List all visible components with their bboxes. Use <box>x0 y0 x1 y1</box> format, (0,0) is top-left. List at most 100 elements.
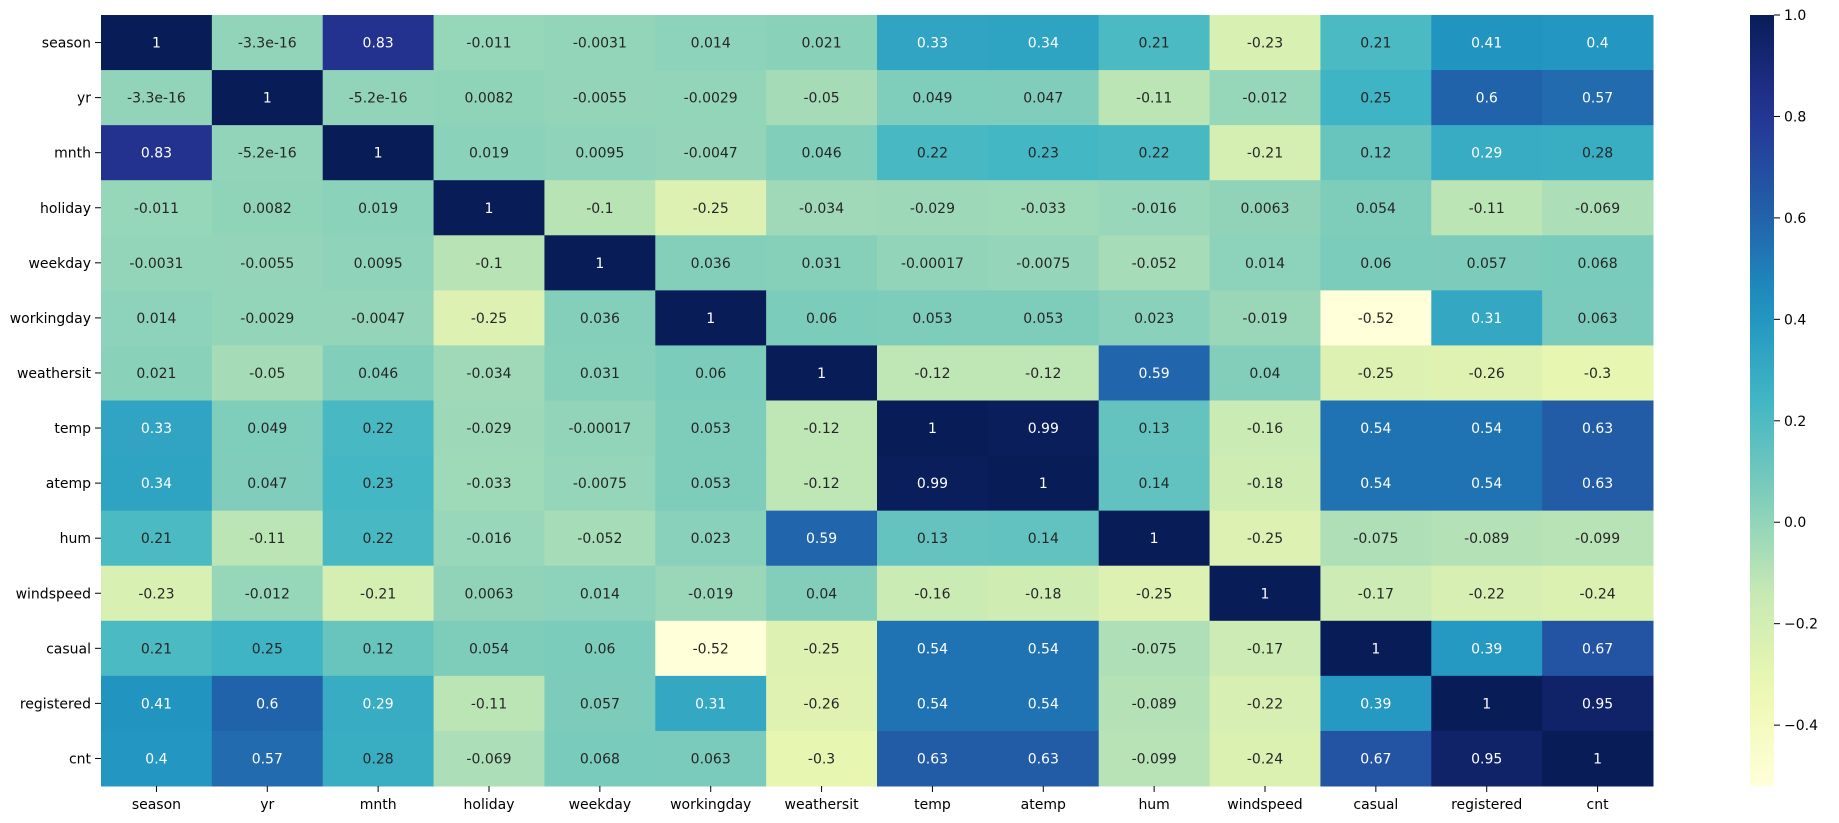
heatmap-cell-weathersit-casual <box>1320 345 1432 401</box>
cell-label: 0.54 <box>917 641 948 657</box>
cell-label: 0.053 <box>1023 311 1063 327</box>
heatmap-cell-windspeed-registered <box>1431 565 1543 622</box>
heatmap-cell-mnth-atemp <box>987 125 1100 181</box>
cell-label: -0.3 <box>808 751 835 767</box>
cell-label: 0.04 <box>1249 366 1280 382</box>
cell-label: -0.16 <box>914 586 950 602</box>
heatmap-cell-weathersit-temp <box>877 345 989 401</box>
heatmap-cell-atemp-holiday <box>433 455 545 512</box>
heatmap-cell-atemp-cnt <box>1542 455 1654 512</box>
cell-label: 0.053 <box>691 476 731 492</box>
heatmap-cell-casual-workingday <box>655 620 767 677</box>
cell-label: -0.089 <box>1464 531 1509 547</box>
cell-label: -0.099 <box>1132 751 1177 767</box>
heatmap-cell-temp-holiday <box>433 400 545 457</box>
heatmap-cell-atemp-weekday <box>544 455 656 512</box>
heatmap-cell-mnth-casual <box>1320 125 1432 181</box>
cell-label: -0.052 <box>577 531 622 547</box>
cell-label: -0.069 <box>466 751 511 767</box>
cell-label: 0.06 <box>695 366 726 382</box>
colorbar-tick-label: 0.6 <box>1784 211 1806 227</box>
y-tick-label: casual <box>46 641 91 657</box>
heatmap-cell-yr-holiday <box>433 70 545 126</box>
heatmap-cell-workingday-mnth <box>322 290 435 346</box>
cell-label: 1 <box>706 311 715 327</box>
cell-label: 0.83 <box>141 146 172 162</box>
heatmap-cell-hum-weathersit <box>766 510 878 567</box>
heatmap-cell-holiday-mnth <box>322 180 435 236</box>
heatmap-cell-weekday-weekday <box>544 235 656 291</box>
heatmap-cell-windspeed-weekday <box>544 565 656 622</box>
heatmap-cell-yr-registered <box>1431 70 1543 126</box>
cell-label: -0.11 <box>1136 91 1172 107</box>
y-tick-label: temp <box>54 421 91 437</box>
heatmap-cell-atemp-hum <box>1098 455 1211 512</box>
heatmap-cell-weekday-windspeed <box>1209 235 1321 291</box>
cell-label: 0.21 <box>1139 36 1170 52</box>
heatmap-cell-temp-weathersit <box>766 400 878 457</box>
cell-label: 0.63 <box>1582 476 1613 492</box>
heatmap-cell-casual-holiday <box>433 620 545 677</box>
y-tick-label: atemp <box>46 476 91 492</box>
cell-label: -0.16 <box>1247 421 1283 437</box>
cell-label: 0.06 <box>806 311 837 327</box>
heatmap-cell-weathersit-season <box>101 345 213 401</box>
heatmap-cell-temp-workingday <box>655 400 767 457</box>
cell-label: 0.0095 <box>354 256 403 272</box>
heatmap-cell-mnth-mnth <box>322 125 435 181</box>
cell-label: -0.00017 <box>568 421 631 437</box>
heatmap-cell-mnth-windspeed <box>1209 125 1321 181</box>
heatmap-cell-temp-hum <box>1098 400 1211 457</box>
cell-label: 0.057 <box>580 696 620 712</box>
x-tick-label: registered <box>1451 797 1522 813</box>
heatmap-cell-weekday-cnt <box>1542 235 1654 291</box>
heatmap-cell-workingday-casual <box>1320 290 1432 346</box>
cell-label: -0.11 <box>471 696 507 712</box>
cell-label: 0.83 <box>363 36 394 52</box>
cell-label: 0.25 <box>1360 91 1391 107</box>
colorbar-gradient <box>1750 15 1774 786</box>
cell-label: 0.57 <box>1582 91 1613 107</box>
heatmap-cell-weathersit-workingday <box>655 345 767 401</box>
heatmap-cell-windspeed-weathersit <box>766 565 878 622</box>
cell-label: 0.023 <box>1134 311 1174 327</box>
cell-label: -0.17 <box>1247 641 1283 657</box>
cell-label: 0.014 <box>136 311 176 327</box>
heatmap-cell-atemp-season <box>101 455 213 512</box>
colorbar-tick-label: −0.2 <box>1784 617 1818 633</box>
y-tick-label: weathersit <box>17 366 92 382</box>
heatmap-cell-atemp-windspeed <box>1209 455 1321 512</box>
cell-label: 1 <box>1261 586 1270 602</box>
cell-label: -0.0029 <box>240 311 294 327</box>
cell-label: 0.049 <box>247 421 287 437</box>
cell-label: 0.99 <box>1028 421 1059 437</box>
cell-label: 0.14 <box>1028 531 1059 547</box>
heatmap-cell-casual-weathersit <box>766 620 878 677</box>
heatmap-cell-temp-mnth <box>322 400 435 457</box>
cell-label: -0.069 <box>1575 201 1620 217</box>
cell-label: 1 <box>485 201 494 217</box>
heatmap-cell-windspeed-atemp <box>987 565 1100 622</box>
cell-label: 0.59 <box>1139 366 1170 382</box>
cell-label: 0.13 <box>917 531 948 547</box>
heatmap-cell-holiday-holiday <box>433 180 545 236</box>
cell-label: 0.0063 <box>465 586 514 602</box>
heatmap-cell-casual-season <box>101 620 213 677</box>
cell-label: -5.2e-16 <box>238 146 297 162</box>
cell-label: -0.22 <box>1469 586 1505 602</box>
heatmap-cell-hum-hum <box>1098 510 1211 567</box>
heatmap-cell-workingday-holiday <box>433 290 545 346</box>
heatmap-cell-temp-atemp <box>987 400 1100 457</box>
cell-label: -0.033 <box>466 476 511 492</box>
heatmap-cell-registered-cnt <box>1542 675 1654 732</box>
heatmap-cell-cnt-temp <box>877 730 989 787</box>
heatmap-cell-hum-yr <box>211 510 324 567</box>
cell-label: 0.12 <box>1360 146 1391 162</box>
cell-label: -0.075 <box>1132 641 1177 657</box>
heatmap-cell-mnth-season <box>101 125 213 181</box>
y-tick-labels: season yr mnth holiday weekday workingday weat… <box>10 36 101 767</box>
heatmap-cell-windspeed-yr <box>211 565 324 622</box>
heatmap-cell-cnt-season <box>101 730 213 787</box>
cell-label: -0.25 <box>471 311 507 327</box>
heatmap-cell-weathersit-registered <box>1431 345 1543 401</box>
